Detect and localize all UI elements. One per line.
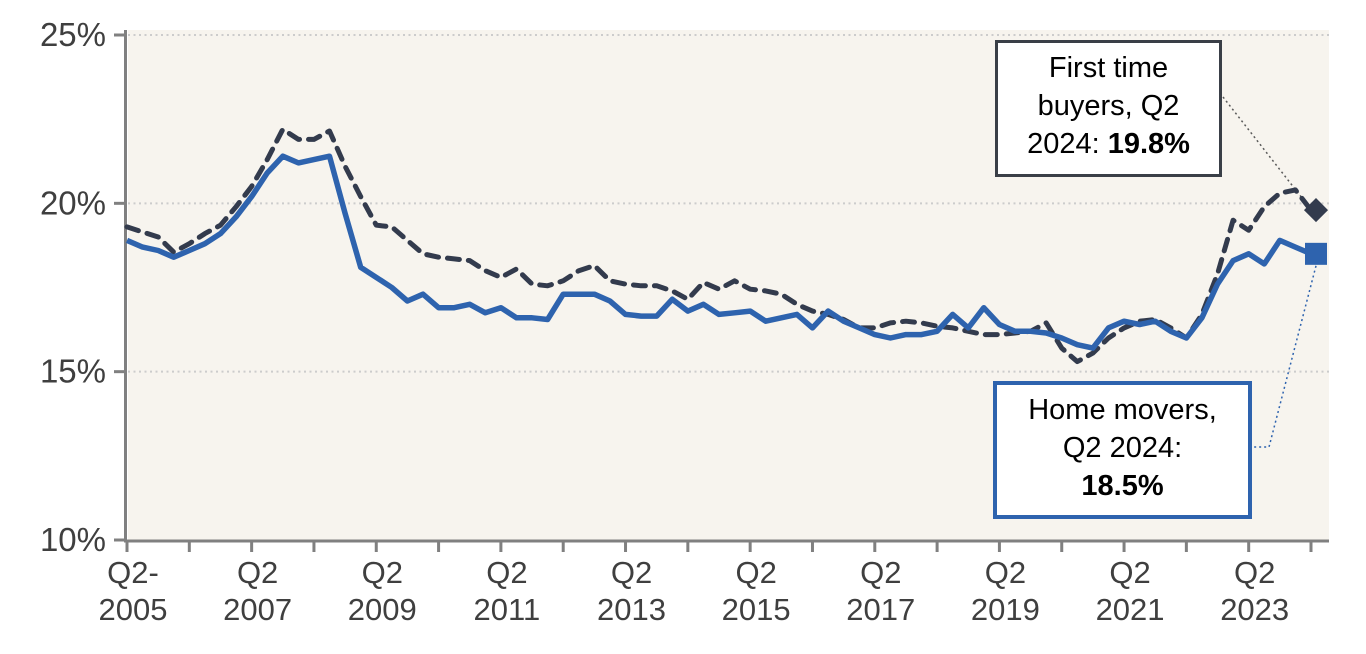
annotation-home-movers: Home movers, Q2 2024: 18.5% — [993, 381, 1252, 519]
x-tick-year-2021: 2021 — [1096, 592, 1165, 627]
first-time-buyers-line — [124, 126, 1314, 365]
x-tick-label-2019: Q2 — [985, 555, 1026, 590]
annotation-hm-line3: 18.5% — [997, 467, 1248, 505]
home-movers-end-marker — [1305, 242, 1327, 265]
annotation-ftb-line2: buyers, Q2 — [1037, 90, 1180, 122]
annotation-first-time-buyers: First time buyers, Q2 2024: 19.8% — [995, 40, 1222, 177]
x-tick-year-2017: 2017 — [846, 592, 915, 627]
x-tick-year-2019: 2019 — [971, 592, 1040, 627]
x-tick-year-2013: 2013 — [597, 592, 666, 627]
x-tick-year-2011: 2011 — [474, 592, 541, 627]
annotation-ftb-line3: 2024: 19.8% — [1027, 128, 1190, 160]
hm-value: 18.5% — [1081, 470, 1164, 502]
x-tick-year-2007: 2007 — [223, 592, 292, 627]
x-tick-year-2015: 2015 — [722, 592, 791, 627]
home-movers-line — [125, 153, 1313, 351]
x-tick-label-2009: Q2 — [362, 555, 403, 590]
x-tick-label-2015: Q2 — [735, 555, 776, 590]
x-tick-year-2023: 2023 — [1220, 592, 1289, 627]
annotation-hm-line1: Home movers, — [1028, 394, 1217, 426]
x-tick-label-2013: Q2 — [611, 555, 652, 590]
y-tick-label-25%: 25% — [40, 16, 106, 53]
ftb-value: 19.8% — [1107, 128, 1190, 160]
y-tick-label-10%: 10% — [40, 521, 106, 558]
y-tick-label-20%: 20% — [40, 184, 106, 221]
x-tick-year-2005: 2005 — [99, 592, 168, 627]
x-tick-year-2009: 2009 — [348, 592, 417, 627]
annotation-hm-line2: Q2 2024: — [1062, 432, 1183, 464]
annotation-ftb-line1: First time — [1048, 52, 1169, 84]
x-tick-label-2023: Q2 — [1234, 555, 1275, 590]
x-tick-label-2021: Q2 — [1109, 555, 1150, 590]
x-tick-label-2005: Q2- — [107, 555, 159, 590]
first-time-buyers-end-marker — [1303, 198, 1329, 223]
x-tick-label-2017: Q2 — [860, 555, 901, 590]
x-tick-label-2011: Q2 — [486, 555, 527, 590]
y-tick-label-15%: 15% — [40, 353, 106, 390]
x-tick-label-2007: Q2 — [237, 555, 278, 590]
